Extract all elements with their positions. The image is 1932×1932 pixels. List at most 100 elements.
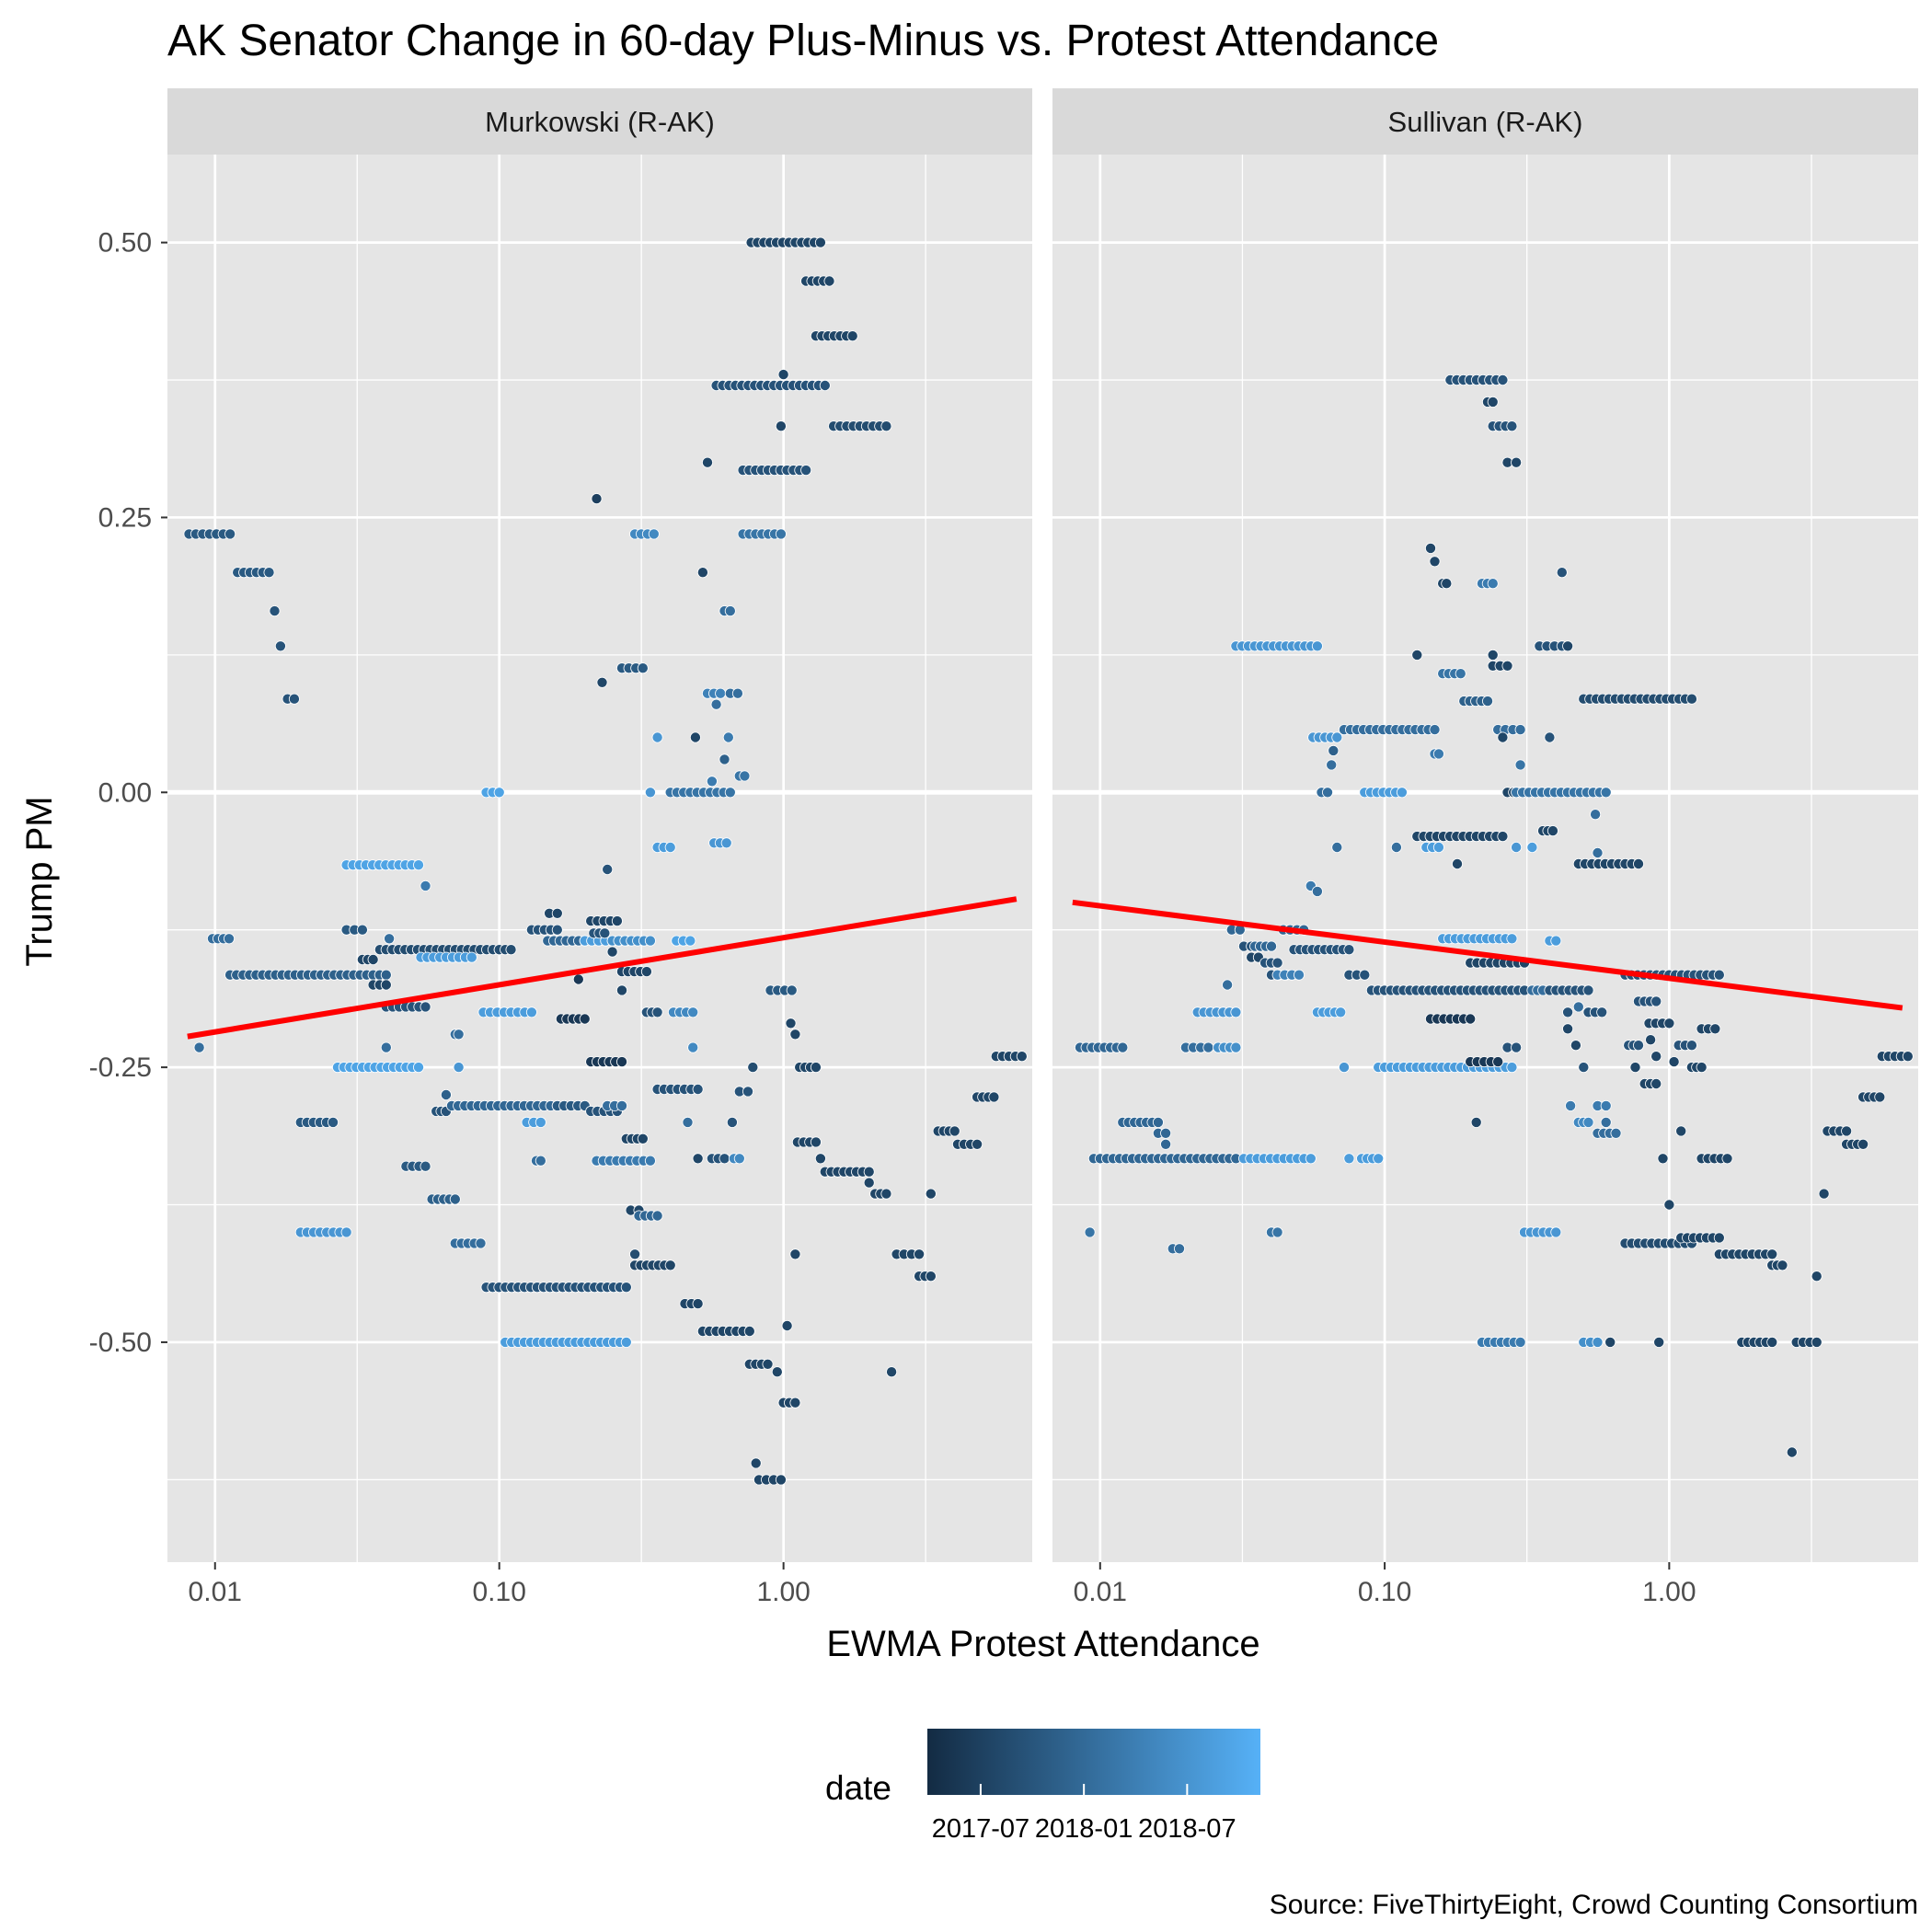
data-point bbox=[1482, 696, 1494, 707]
data-point bbox=[914, 1248, 926, 1260]
data-point bbox=[1653, 1336, 1665, 1348]
data-point bbox=[637, 1133, 649, 1144]
data-point bbox=[1696, 1062, 1708, 1074]
data-point bbox=[1663, 1199, 1675, 1211]
color-legend: date 2017-07 2018-01 2018-07 bbox=[825, 1729, 1260, 1844]
data-point bbox=[702, 456, 714, 468]
data-point bbox=[1429, 556, 1441, 568]
data-point bbox=[1582, 984, 1594, 996]
data-point bbox=[644, 1155, 656, 1167]
data-point bbox=[1339, 1062, 1351, 1074]
data-point bbox=[1713, 1232, 1725, 1244]
data-points bbox=[183, 236, 1028, 1486]
y-tick-label: -0.50 bbox=[89, 1328, 152, 1358]
data-point bbox=[1266, 940, 1278, 952]
data-point bbox=[682, 1116, 694, 1128]
data-point bbox=[687, 1041, 699, 1053]
data-point bbox=[384, 933, 396, 945]
data-point bbox=[724, 605, 736, 617]
data-point bbox=[1152, 1116, 1164, 1128]
data-point bbox=[1570, 1040, 1581, 1052]
data-point bbox=[1633, 858, 1645, 870]
data-point bbox=[611, 915, 623, 927]
data-point bbox=[420, 1160, 431, 1172]
data-point bbox=[777, 369, 789, 381]
data-point bbox=[1511, 456, 1523, 468]
facet-panel: Murkowski (R-AK) bbox=[167, 88, 1032, 1562]
x-tick-label: 0.01 bbox=[189, 1577, 242, 1607]
data-point bbox=[637, 662, 649, 674]
data-point bbox=[412, 1062, 424, 1074]
data-point bbox=[1786, 1446, 1798, 1458]
data-point bbox=[775, 1474, 787, 1486]
data-point bbox=[1497, 731, 1509, 743]
data-point bbox=[1766, 1336, 1778, 1348]
data-point bbox=[1230, 1006, 1242, 1018]
data-point bbox=[775, 420, 787, 432]
data-point bbox=[1650, 1078, 1662, 1090]
data-point bbox=[1328, 744, 1340, 756]
data-point bbox=[193, 1041, 205, 1053]
data-point bbox=[789, 1248, 801, 1260]
facet-strip-label: Murkowski (R-AK) bbox=[485, 106, 715, 138]
data-point bbox=[1373, 1153, 1385, 1165]
data-point bbox=[1578, 1062, 1590, 1074]
data-point bbox=[420, 880, 431, 891]
data-point bbox=[719, 1153, 730, 1165]
data-point bbox=[1425, 542, 1437, 554]
data-point bbox=[440, 1089, 452, 1101]
data-point bbox=[1343, 1153, 1355, 1165]
data-point bbox=[789, 1029, 801, 1041]
data-point bbox=[726, 1116, 738, 1128]
data-point bbox=[785, 1018, 797, 1029]
data-point bbox=[1596, 1006, 1608, 1018]
data-point bbox=[988, 1091, 1000, 1103]
data-point bbox=[1526, 842, 1538, 854]
data-point bbox=[453, 1029, 465, 1041]
data-point bbox=[1294, 969, 1305, 981]
data-point bbox=[1645, 1034, 1657, 1046]
data-point bbox=[1565, 1099, 1577, 1111]
data-point bbox=[1222, 979, 1234, 991]
data-point bbox=[1311, 885, 1323, 897]
x-axis-ticks: 0.01 0.10 1.00 0.01 0.10 1.00 bbox=[189, 1562, 1696, 1607]
data-point bbox=[1487, 649, 1499, 661]
data-point bbox=[733, 1153, 745, 1165]
data-point bbox=[1556, 567, 1568, 579]
data-point bbox=[692, 1153, 704, 1165]
data-point bbox=[651, 1006, 663, 1018]
data-point bbox=[606, 946, 618, 958]
data-point bbox=[535, 1155, 546, 1167]
data-point bbox=[664, 1259, 676, 1271]
data-point bbox=[724, 787, 736, 799]
data-point bbox=[380, 979, 392, 991]
legend-title: date bbox=[825, 1769, 891, 1807]
data-point bbox=[1359, 969, 1371, 981]
data-point bbox=[1604, 1336, 1616, 1348]
data-point bbox=[420, 1001, 431, 1013]
data-point bbox=[1874, 1091, 1886, 1103]
x-tick-label: 0.10 bbox=[473, 1577, 526, 1607]
legend-labels: 2017-07 2018-01 2018-07 bbox=[932, 1784, 1236, 1844]
data-point bbox=[572, 973, 584, 985]
data-point bbox=[453, 1062, 465, 1074]
data-point bbox=[620, 1282, 632, 1294]
data-point bbox=[722, 731, 734, 743]
data-point bbox=[1271, 1226, 1283, 1238]
data-point bbox=[223, 933, 235, 945]
data-point bbox=[1331, 731, 1343, 743]
data-point bbox=[505, 944, 517, 956]
data-point bbox=[356, 924, 368, 936]
data-point bbox=[412, 859, 424, 871]
data-point bbox=[949, 1125, 960, 1137]
data-point bbox=[1562, 1006, 1574, 1018]
data-point bbox=[1544, 731, 1556, 743]
data-point bbox=[1465, 1013, 1477, 1025]
data-point bbox=[1497, 831, 1509, 843]
data-point bbox=[739, 770, 751, 782]
data-point bbox=[288, 693, 300, 705]
data-point bbox=[1514, 759, 1526, 771]
data-point bbox=[651, 1210, 663, 1222]
x-tick-label: 0.10 bbox=[1358, 1577, 1411, 1607]
